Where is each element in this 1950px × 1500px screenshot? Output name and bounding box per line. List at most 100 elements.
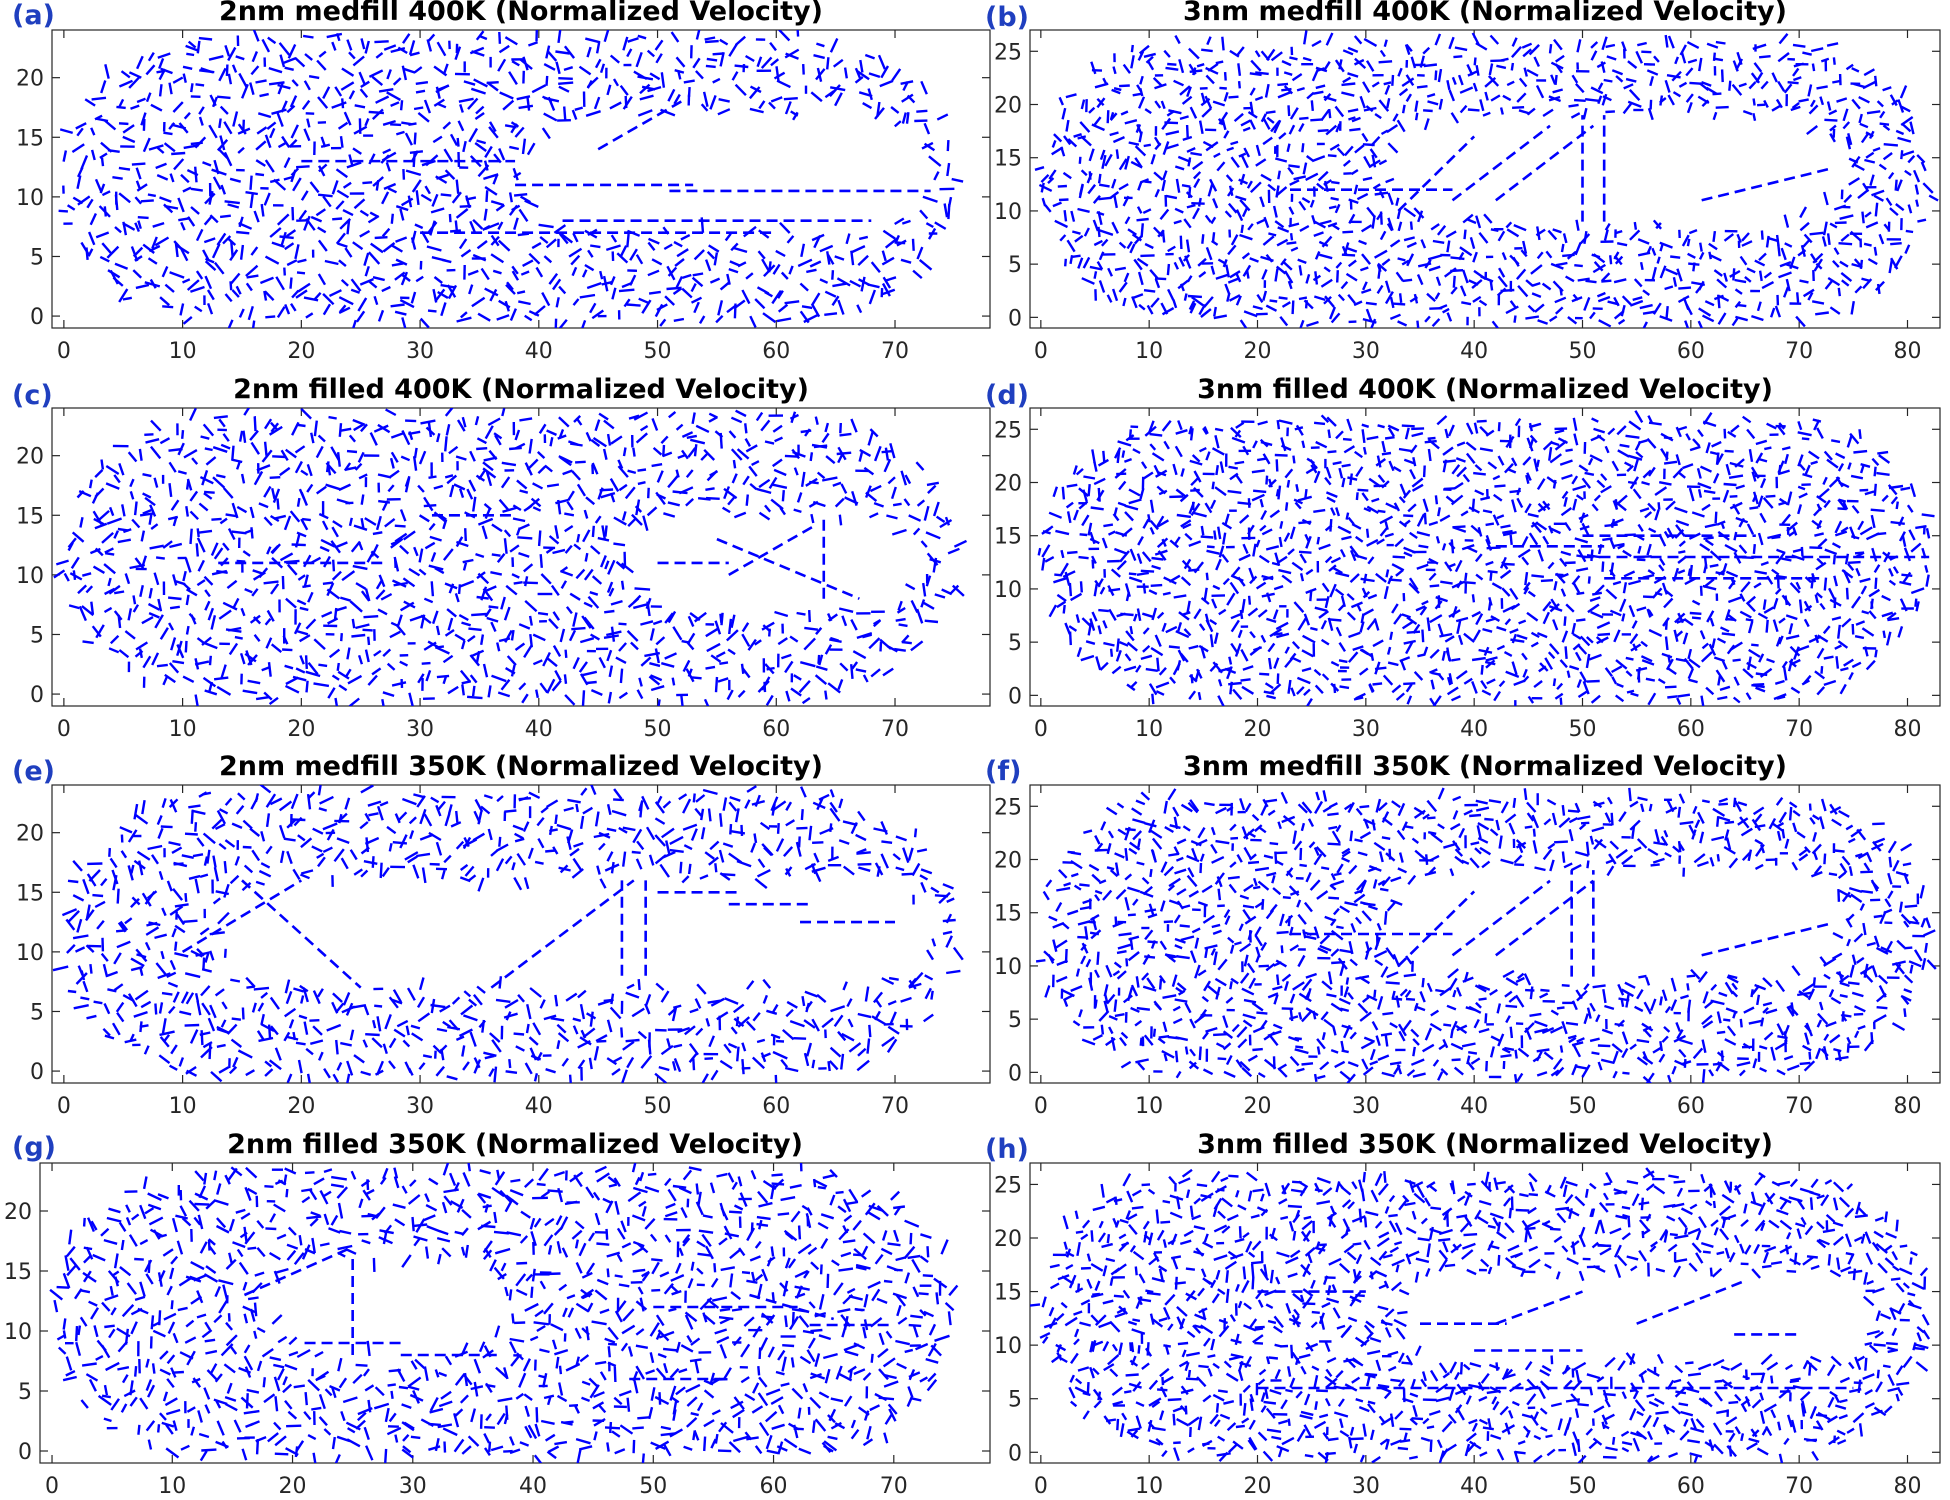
velocity-arrow [1383,81,1392,86]
velocity-arrow [1329,143,1340,151]
velocity-arrow [1375,572,1387,583]
velocity-arrow [1298,265,1303,276]
velocity-arrow [1150,583,1163,587]
velocity-arrow [946,140,950,152]
velocity-arrow [1785,278,1791,292]
velocity-arrow [1209,618,1218,626]
velocity-arrow [1198,271,1207,278]
velocity-arrow [1559,557,1568,567]
velocity-arrow [1635,451,1644,459]
velocity-arrow [749,482,758,491]
velocity-arrow [708,412,718,419]
velocity-arrow [1838,242,1853,246]
velocity-arrow [279,552,294,562]
velocity-arrow [196,579,206,587]
velocity-arrow [180,173,190,184]
velocity-arrow [492,174,499,185]
velocity-arrow [318,165,326,177]
velocity-arrow [1120,110,1129,116]
velocity-arrow [1402,489,1412,499]
velocity-arrow [813,444,828,449]
velocity-arrow [1792,67,1800,77]
velocity-arrow [800,429,812,434]
velocity-arrow [594,419,601,432]
velocity-arrow [883,458,892,473]
velocity-arrow [622,36,629,51]
velocity-arrow [1151,607,1158,621]
velocity-arrow [212,446,228,453]
velocity-arrow [338,296,354,306]
velocity-arrow [1056,593,1067,602]
velocity-arrow [80,155,89,170]
velocity-arrow [303,80,311,91]
velocity-arrow [947,547,960,555]
velocity-arrow [1646,69,1659,76]
velocity-arrow [1501,252,1507,261]
velocity-arrow [113,474,121,484]
velocity-arrow [1372,639,1384,648]
velocity-arrow [1887,617,1900,622]
velocity-arrow [185,594,190,606]
velocity-arrow [1451,606,1458,618]
velocity-arrow [1925,527,1931,539]
velocity-arrow [851,661,859,670]
velocity-arrow [461,684,465,696]
velocity-arrow [231,289,240,298]
velocity-arrow [475,105,485,115]
velocity-arrow [1154,100,1162,109]
velocity-arrow [591,462,599,475]
velocity-arrow [1063,135,1072,146]
velocity-arrow [1117,501,1127,507]
x-tick-label: 0 [1034,717,1048,742]
x-tick-label: 70 [1785,717,1813,742]
velocity-arrow [1065,501,1074,509]
velocity-arrow [1590,694,1601,704]
velocity-arrow [142,473,152,478]
velocity-arrow [1879,110,1886,119]
velocity-arrow [1765,619,1769,633]
velocity-arrow [1648,527,1657,534]
velocity-arrow [1136,217,1149,222]
velocity-arrow [1156,657,1160,672]
velocity-arrow [559,628,566,643]
velocity-arrow [1914,184,1920,195]
velocity-arrow [1232,688,1243,700]
velocity-arrow [390,621,400,628]
velocity-arrow [326,582,335,597]
velocity-arrow [92,565,106,574]
velocity-arrow [1323,95,1337,102]
velocity-arrow [1761,281,1775,290]
velocity-arrow [1632,296,1643,302]
velocity-arrow [1823,499,1831,509]
velocity-arrow [1704,523,1718,529]
velocity-arrow [132,595,137,605]
velocity-arrow [1167,288,1175,301]
velocity-arrow [1213,306,1217,317]
velocity-arrow [118,79,133,88]
velocity-arrow [298,209,308,221]
velocity-arrow [1648,628,1663,637]
velocity-arrow [502,506,518,513]
velocity-arrow [1816,686,1826,696]
velocity-arrow [1809,546,1823,550]
velocity-arrow [282,648,293,652]
velocity-arrow [1878,454,1891,464]
velocity-arrow [1727,596,1742,604]
velocity-arrow [1201,107,1212,118]
velocity-arrow [1874,577,1878,589]
velocity-arrow [1291,300,1295,315]
velocity-arrow [372,276,385,282]
velocity-arrow [1083,475,1096,480]
velocity-arrow [1330,196,1339,201]
velocity-arrow [417,484,425,493]
velocity-arrow [1361,587,1368,598]
velocity-arrow [1648,466,1656,477]
velocity-arrow [1238,553,1251,562]
velocity-arrow [1659,97,1667,104]
velocity-arrow [1165,130,1180,136]
velocity-arrow [458,238,468,250]
axes-box [51,29,991,329]
velocity-arrow [331,101,347,109]
velocity-arrow [1665,500,1676,511]
velocity-arrow [1829,133,1836,143]
